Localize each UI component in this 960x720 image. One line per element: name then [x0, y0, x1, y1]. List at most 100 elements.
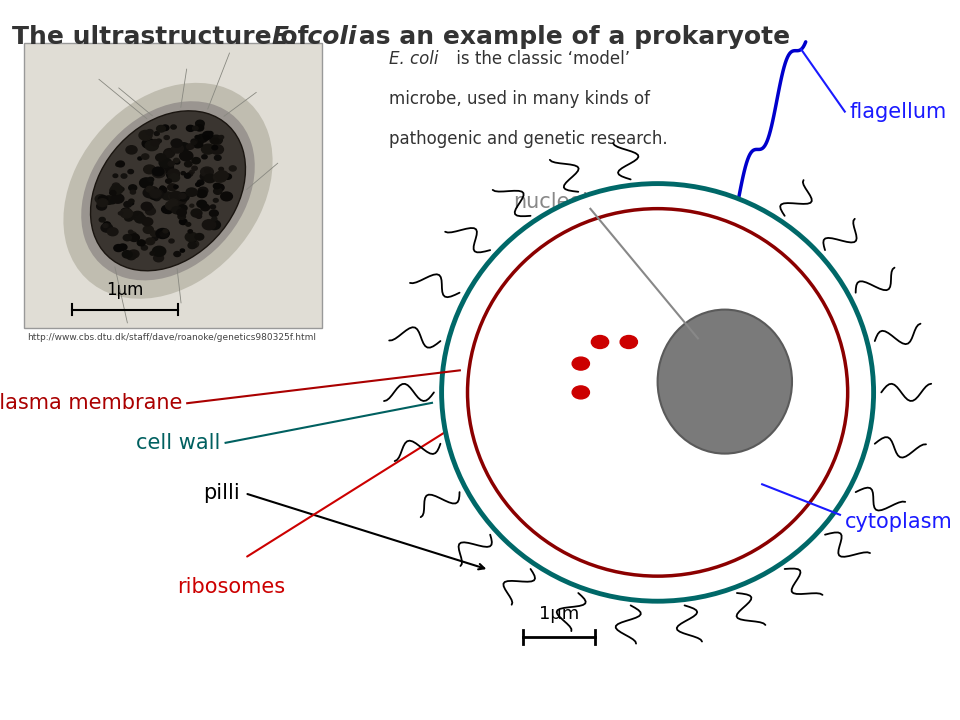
- Circle shape: [101, 223, 112, 232]
- Circle shape: [172, 207, 181, 214]
- Text: as an example of a prokaryote: as an example of a prokaryote: [350, 25, 790, 49]
- Circle shape: [177, 209, 186, 216]
- Circle shape: [151, 231, 157, 236]
- Circle shape: [193, 140, 203, 148]
- Circle shape: [156, 139, 161, 143]
- Circle shape: [149, 206, 154, 210]
- Circle shape: [97, 199, 108, 207]
- Circle shape: [110, 185, 123, 194]
- Circle shape: [201, 204, 209, 211]
- Circle shape: [124, 211, 133, 219]
- Circle shape: [129, 238, 133, 240]
- Circle shape: [121, 174, 127, 178]
- Circle shape: [197, 135, 207, 143]
- Circle shape: [169, 199, 178, 206]
- Circle shape: [128, 169, 133, 174]
- Circle shape: [148, 189, 156, 195]
- Circle shape: [131, 190, 135, 194]
- Circle shape: [130, 202, 133, 204]
- Circle shape: [169, 174, 180, 181]
- Text: E. coli: E. coli: [272, 25, 356, 49]
- Circle shape: [167, 170, 180, 179]
- Circle shape: [112, 183, 120, 189]
- Circle shape: [189, 240, 199, 248]
- Circle shape: [99, 217, 106, 222]
- Circle shape: [146, 186, 154, 192]
- Circle shape: [155, 248, 161, 253]
- Circle shape: [114, 245, 123, 251]
- Circle shape: [186, 222, 191, 226]
- Circle shape: [154, 196, 160, 201]
- Circle shape: [191, 209, 202, 217]
- Circle shape: [209, 210, 218, 217]
- Circle shape: [192, 158, 201, 163]
- Circle shape: [229, 166, 236, 171]
- Circle shape: [156, 154, 166, 161]
- Circle shape: [198, 180, 204, 185]
- Text: The ultrastructure of: The ultrastructure of: [12, 25, 317, 49]
- Circle shape: [141, 246, 148, 250]
- Circle shape: [124, 202, 132, 207]
- Circle shape: [196, 215, 202, 218]
- Circle shape: [201, 167, 213, 176]
- Circle shape: [148, 177, 154, 181]
- Circle shape: [145, 141, 158, 150]
- Ellipse shape: [63, 83, 273, 299]
- Circle shape: [179, 205, 187, 211]
- Circle shape: [207, 132, 213, 135]
- Circle shape: [104, 196, 114, 204]
- Circle shape: [168, 169, 180, 178]
- Circle shape: [146, 238, 155, 245]
- Circle shape: [121, 208, 131, 215]
- Circle shape: [210, 205, 216, 209]
- Circle shape: [123, 235, 132, 240]
- Circle shape: [178, 143, 189, 152]
- Circle shape: [203, 132, 212, 139]
- Text: cell wall: cell wall: [136, 433, 221, 453]
- Circle shape: [185, 233, 198, 242]
- Ellipse shape: [442, 184, 874, 601]
- Circle shape: [211, 145, 224, 154]
- Circle shape: [95, 194, 107, 203]
- Circle shape: [193, 126, 198, 130]
- Circle shape: [129, 230, 132, 233]
- Circle shape: [146, 183, 150, 186]
- Circle shape: [116, 163, 121, 166]
- Circle shape: [160, 186, 165, 189]
- Circle shape: [214, 184, 224, 192]
- Circle shape: [154, 254, 163, 262]
- Circle shape: [219, 167, 224, 171]
- Circle shape: [171, 125, 177, 129]
- Circle shape: [129, 232, 136, 238]
- Circle shape: [181, 171, 185, 175]
- Circle shape: [155, 132, 159, 135]
- Circle shape: [174, 158, 180, 163]
- Circle shape: [103, 224, 108, 228]
- Circle shape: [162, 192, 173, 200]
- Circle shape: [160, 163, 174, 173]
- Circle shape: [151, 189, 163, 199]
- Circle shape: [98, 196, 108, 202]
- Circle shape: [179, 194, 186, 199]
- Text: cytoplasm: cytoplasm: [845, 512, 952, 532]
- Circle shape: [171, 139, 182, 148]
- Circle shape: [188, 243, 196, 248]
- Circle shape: [572, 386, 589, 399]
- Circle shape: [192, 140, 197, 143]
- Circle shape: [197, 200, 206, 207]
- Text: http://www.cbs.dtu.dk/staff/dave/roanoke/genetics980325f.html: http://www.cbs.dtu.dk/staff/dave/roanoke…: [27, 333, 316, 342]
- Circle shape: [173, 195, 186, 205]
- Ellipse shape: [468, 209, 848, 576]
- Circle shape: [203, 220, 216, 230]
- Circle shape: [146, 207, 156, 215]
- Text: microbe, used in many kinds of: microbe, used in many kinds of: [389, 90, 650, 108]
- Circle shape: [104, 222, 110, 227]
- Circle shape: [118, 244, 127, 251]
- Circle shape: [122, 251, 132, 258]
- Circle shape: [211, 138, 219, 143]
- Circle shape: [207, 220, 221, 230]
- Circle shape: [620, 336, 637, 348]
- Circle shape: [202, 155, 207, 159]
- Circle shape: [198, 187, 208, 194]
- Circle shape: [138, 157, 142, 160]
